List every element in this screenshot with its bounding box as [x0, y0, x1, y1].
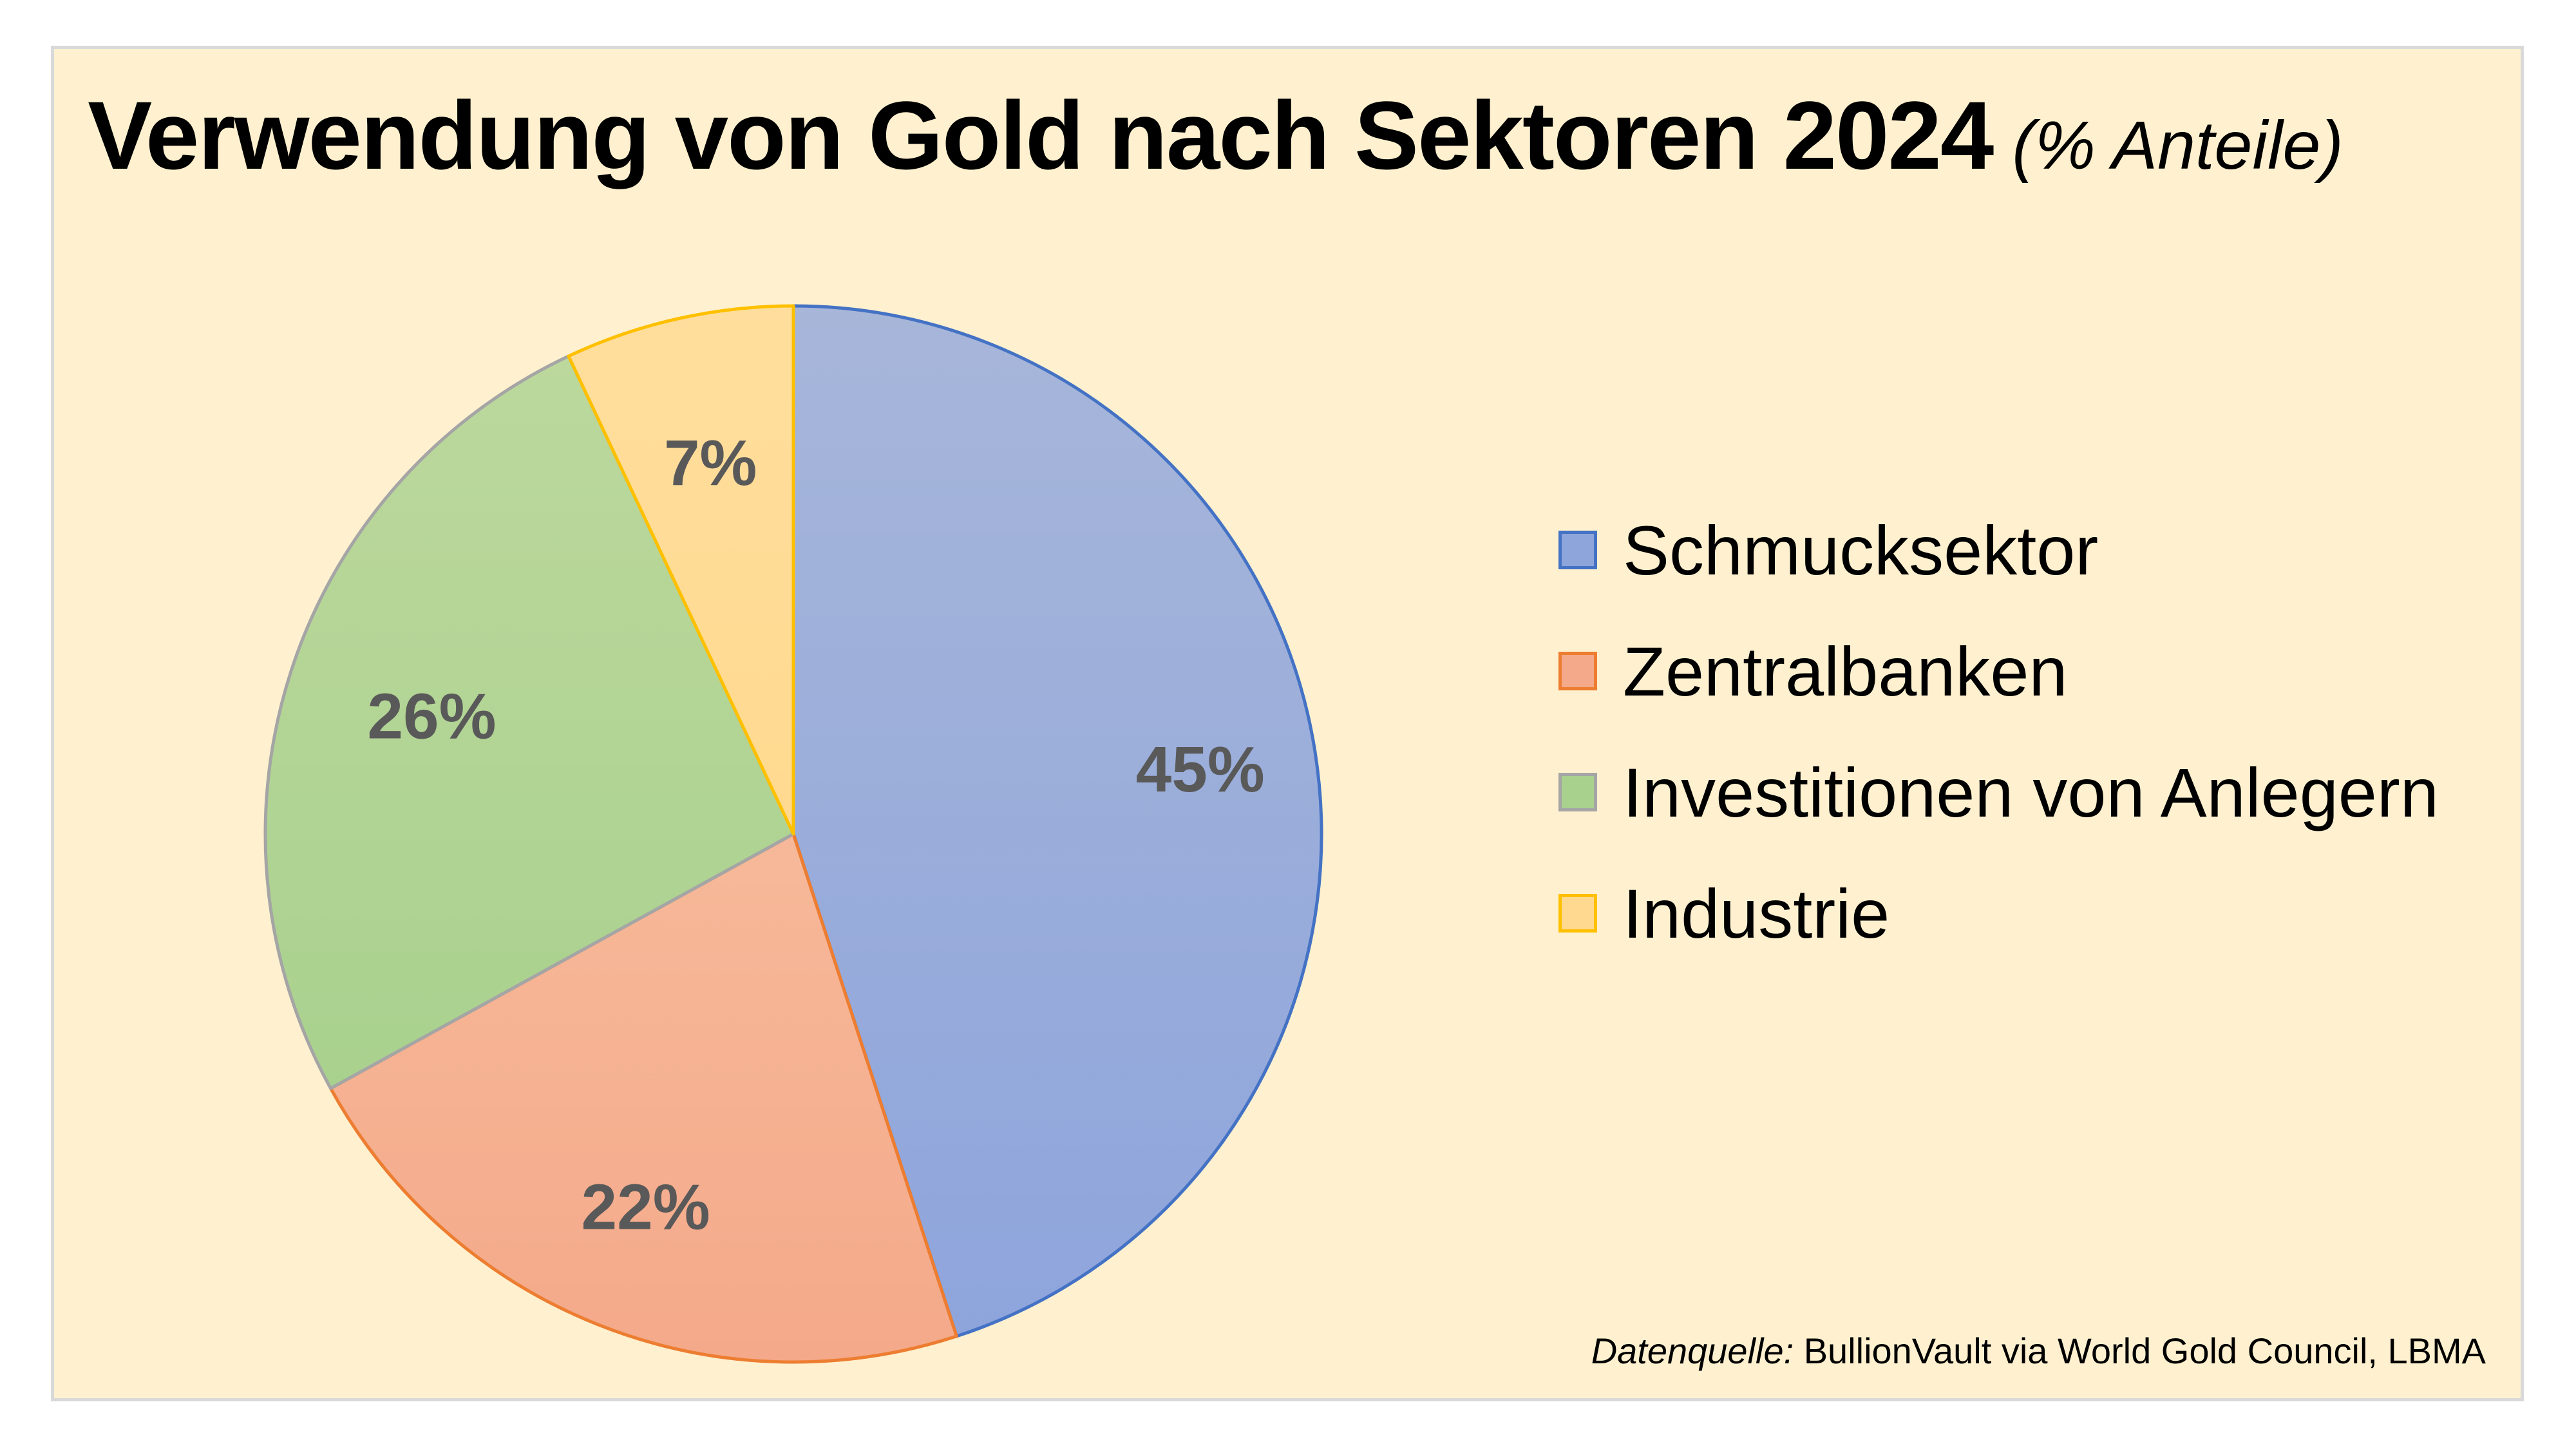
- legend: Schmucksektor Zentralbanken Investitionen …: [1558, 489, 2439, 974]
- legend-label: Zentralbanken: [1623, 632, 2068, 710]
- legend-label: Investitionen von Anlegern: [1623, 753, 2439, 831]
- legend-swatch: [1558, 894, 1597, 933]
- legend-label: Industrie: [1623, 874, 1890, 952]
- data-label: 7%: [664, 427, 757, 499]
- pie-slice-industrie: [567, 304, 795, 836]
- legend-swatch: [1558, 652, 1597, 690]
- legend-label: Schmucksektor: [1623, 511, 2099, 589]
- legend-item: Schmucksektor: [1558, 489, 2439, 611]
- legend-item: Zentralbanken: [1558, 611, 2439, 732]
- data-label: 26%: [367, 681, 496, 753]
- legend-item: Investitionen von Anlegern: [1558, 732, 2439, 853]
- source-note: Datenquelle: BullionVault via World Gold…: [1591, 1330, 2486, 1372]
- source-text: BullionVault via World Gold Council, LBM…: [1794, 1331, 2486, 1371]
- data-label: 45%: [1136, 734, 1265, 806]
- chart-title: Verwendung von Gold nach Sektoren 2024 (%…: [0, 87, 2431, 184]
- pie-slice-investitionen-von-anlegern: [263, 354, 795, 1090]
- pie-slice-zentralbanken: [328, 832, 958, 1364]
- legend-item: Industrie: [1558, 853, 2439, 974]
- pie-slice-schmucksektor: [791, 304, 1323, 1338]
- title-subtitle: (% Anteile): [2012, 108, 2344, 184]
- title-main: Verwendung von Gold nach Sektoren 2024: [88, 81, 1994, 189]
- legend-swatch: [1558, 773, 1597, 811]
- legend-swatch: [1558, 531, 1597, 569]
- data-label: 22%: [582, 1171, 710, 1243]
- source-label: Datenquelle:: [1591, 1331, 1794, 1371]
